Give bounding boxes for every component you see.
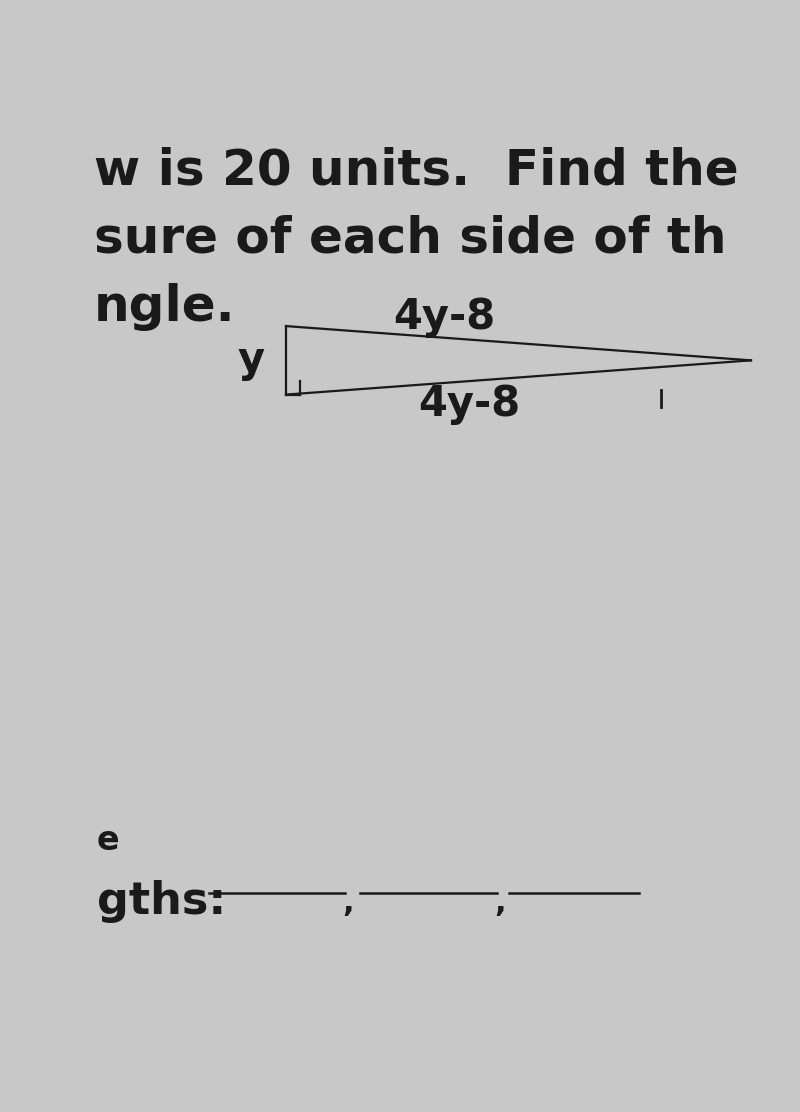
Text: 4y-8: 4y-8	[393, 296, 495, 338]
Text: y: y	[237, 339, 264, 381]
Text: e: e	[97, 824, 119, 857]
Text: gths:: gths:	[97, 880, 226, 923]
Text: sure of each side of th: sure of each side of th	[94, 215, 726, 262]
Text: w is 20 units.  Find the: w is 20 units. Find the	[94, 147, 738, 195]
Text: 4y-8: 4y-8	[418, 383, 520, 425]
Text: ,: ,	[494, 888, 506, 917]
Text: ngle.: ngle.	[94, 284, 235, 331]
Text: ,: ,	[342, 888, 354, 917]
